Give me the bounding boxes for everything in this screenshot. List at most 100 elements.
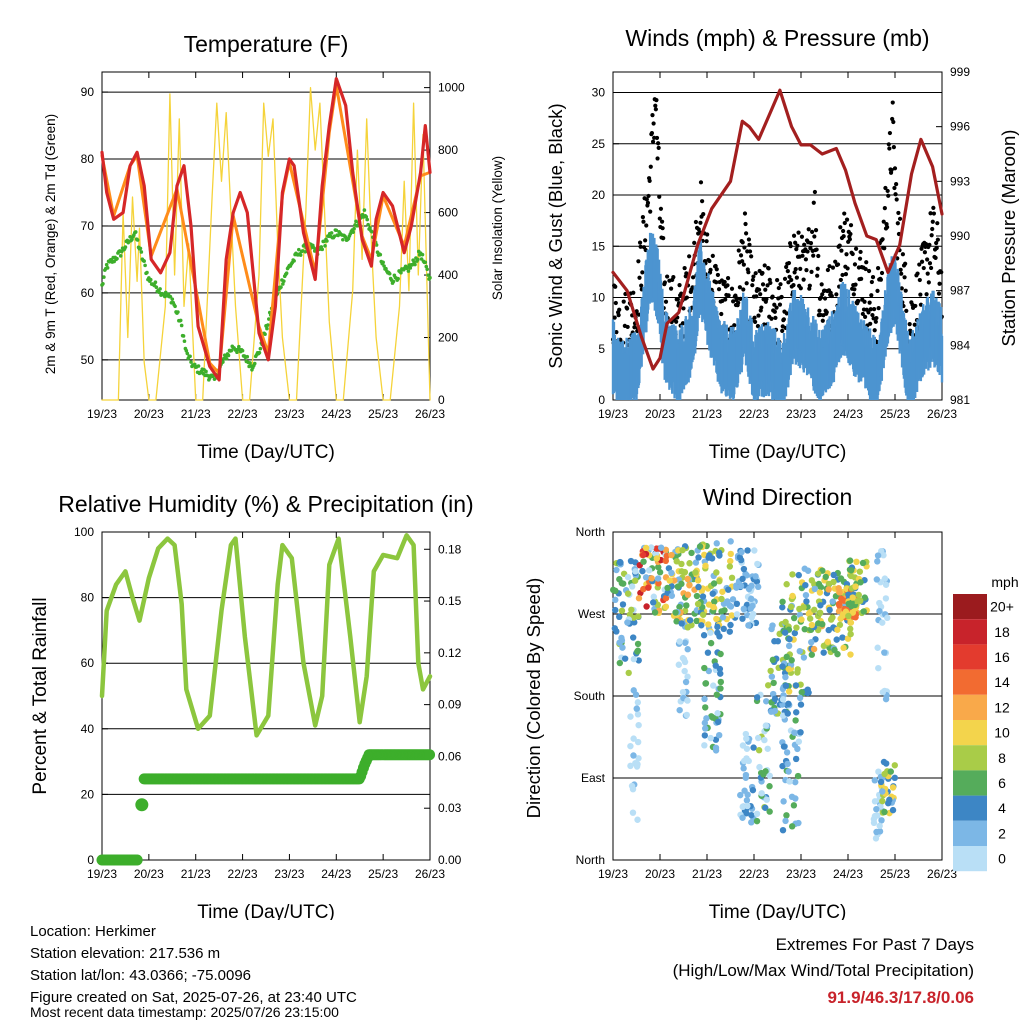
direction-point — [857, 579, 864, 586]
direction-point — [786, 635, 793, 643]
gust-point — [895, 221, 900, 226]
gust-point — [614, 330, 619, 335]
direction-point — [713, 569, 720, 576]
direction-point — [727, 538, 734, 545]
direction-point — [754, 583, 762, 591]
direction-point — [701, 695, 708, 703]
gust-point — [726, 293, 731, 298]
y-tick-label-right: 984 — [950, 338, 970, 352]
direction-point — [829, 598, 836, 605]
colorbar-swatch — [953, 644, 987, 670]
direction-point — [710, 682, 717, 689]
direction-point — [634, 699, 642, 706]
gust-point — [856, 298, 861, 304]
direction-point — [710, 580, 718, 587]
gust-point — [891, 144, 896, 150]
gust-point — [876, 306, 881, 311]
direction-point — [870, 819, 878, 827]
direction-point — [699, 593, 707, 600]
direction-point — [885, 800, 892, 807]
direction-point — [745, 622, 752, 629]
gust-point — [655, 156, 660, 161]
gust-point — [837, 243, 842, 248]
direction-point — [797, 729, 804, 736]
extremes-title: Extremes For Past 7 Days — [775, 935, 974, 954]
direction-point — [743, 797, 751, 804]
gust-point — [722, 279, 727, 285]
gust-point — [636, 312, 642, 317]
gust-point — [870, 312, 875, 318]
direction-point — [770, 679, 777, 687]
gust-point — [734, 296, 740, 301]
gust-point — [762, 263, 767, 268]
colorbar-label: 6 — [998, 775, 1006, 791]
gust-point — [919, 259, 925, 264]
plot-frame-2 — [101, 531, 431, 861]
x-tick-label: 22/23 — [739, 407, 769, 421]
direction-point — [771, 707, 779, 715]
colorbar-swatch — [953, 820, 987, 846]
colorbar-label: 14 — [994, 674, 1010, 690]
direction-point — [753, 817, 761, 825]
direction-point — [876, 599, 883, 607]
direction-point — [881, 575, 889, 582]
meteogram-figure: 19/23 20/23 21/23 22/23 23/23 24/23 25/23 26/23… — [30, 25, 1019, 920]
direction-point — [668, 551, 675, 559]
gust-point — [674, 319, 679, 324]
direction-point — [627, 713, 634, 720]
direction-point — [650, 599, 657, 606]
direction-point — [727, 621, 734, 629]
direction-point — [839, 612, 846, 620]
direction-point — [758, 790, 765, 797]
direction-point — [822, 573, 829, 581]
direction-point — [760, 771, 767, 778]
direction-point — [792, 717, 799, 724]
direction-point — [676, 706, 683, 714]
x-tick-label: 24/23 — [321, 867, 351, 881]
direction-point — [684, 591, 692, 598]
gust-point — [746, 237, 752, 242]
gust-point — [882, 206, 887, 211]
gust-point — [753, 271, 758, 276]
gust-point — [928, 265, 934, 271]
gust-point — [813, 227, 819, 233]
gust-point — [768, 280, 773, 286]
dewpoint-point — [399, 270, 403, 275]
dewpoint-point — [240, 348, 245, 353]
direction-point — [741, 757, 748, 765]
direction-point — [792, 778, 799, 786]
direction-point — [873, 828, 880, 836]
direction-point — [849, 609, 857, 616]
direction-point — [684, 646, 691, 653]
dewpoint-point — [416, 257, 420, 262]
gust-point — [817, 308, 822, 313]
direction-point — [794, 772, 802, 780]
direction-point — [681, 658, 689, 666]
colorbar-label: 10 — [994, 725, 1010, 741]
gust-point — [939, 270, 944, 275]
direction-point — [739, 575, 746, 583]
gust-point — [921, 265, 926, 271]
direction-point — [737, 791, 744, 799]
y-tick-label: North — [576, 525, 605, 539]
direction-point — [887, 768, 894, 775]
direction-point — [744, 547, 751, 554]
dewpoint-point — [265, 326, 269, 331]
direction-point — [882, 595, 890, 602]
direction-point — [881, 808, 888, 816]
y-tick-label-right: 800 — [438, 143, 458, 157]
y-tick-label: East — [581, 771, 606, 785]
gust-point — [715, 272, 721, 278]
dewpoint-point — [237, 344, 241, 349]
direction-point — [733, 611, 741, 618]
direction-point — [626, 611, 634, 618]
gust-point — [925, 257, 930, 262]
dewpoint-point — [413, 262, 417, 267]
precip-point — [135, 798, 149, 812]
chart-title: Temperature (F) — [184, 31, 349, 57]
direction-point — [642, 544, 650, 552]
direction-point — [720, 600, 728, 607]
gust-point — [811, 200, 816, 205]
direction-point — [847, 619, 855, 626]
x-axis-label: Time (Day/UTC) — [709, 442, 847, 463]
